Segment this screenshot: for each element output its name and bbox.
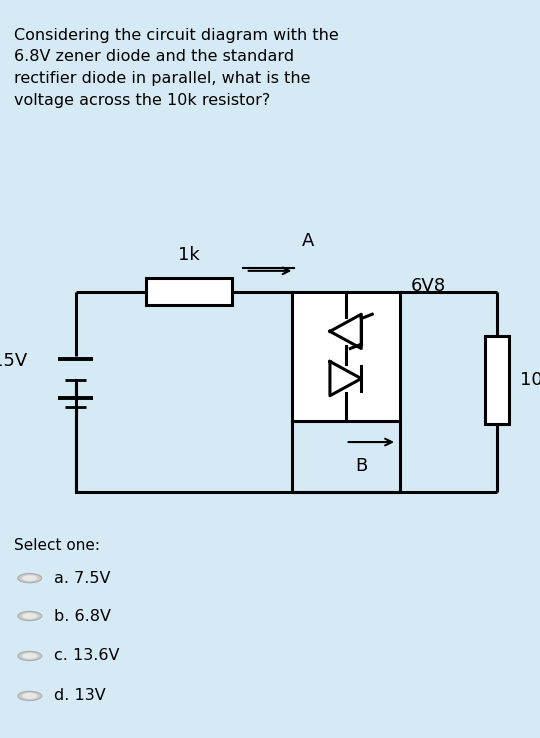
Text: 6V8: 6V8 <box>410 277 445 294</box>
Circle shape <box>22 613 37 619</box>
Circle shape <box>22 653 37 659</box>
Text: B: B <box>356 457 368 475</box>
Text: 1k: 1k <box>178 246 200 263</box>
Bar <box>292 292 400 421</box>
Circle shape <box>18 611 42 621</box>
Text: 10: 10 <box>519 371 540 389</box>
Text: c. 13.6V: c. 13.6V <box>54 649 119 663</box>
Text: b. 6.8V: b. 6.8V <box>54 609 111 624</box>
Text: d. 13V: d. 13V <box>54 689 106 703</box>
Text: A: A <box>302 232 314 250</box>
Text: 15V: 15V <box>0 352 27 370</box>
Circle shape <box>18 652 42 661</box>
Text: Considering the circuit diagram with the
6.8V zener diode and the standard
recti: Considering the circuit diagram with the… <box>14 28 338 108</box>
Bar <box>146 278 232 305</box>
Bar <box>485 336 509 424</box>
Text: Select one:: Select one: <box>14 538 99 554</box>
Circle shape <box>22 693 37 699</box>
Text: a. 7.5V: a. 7.5V <box>54 570 111 586</box>
Circle shape <box>18 692 42 700</box>
Circle shape <box>22 575 37 581</box>
Circle shape <box>18 573 42 583</box>
